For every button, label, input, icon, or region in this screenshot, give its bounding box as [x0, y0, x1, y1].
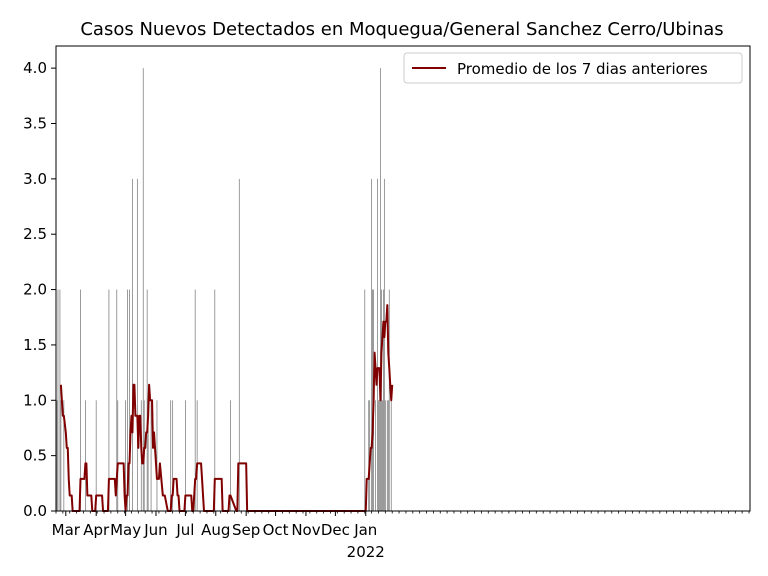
- x-tick-label: Nov: [291, 521, 320, 539]
- bar: [125, 400, 126, 511]
- bar: [380, 68, 381, 511]
- bar: [147, 400, 149, 511]
- plot-frame: [55, 45, 751, 512]
- bar: [238, 178, 240, 512]
- x-tick-label: Aug: [201, 521, 230, 539]
- x-tick-label: May: [110, 521, 141, 539]
- bar: [371, 178, 373, 512]
- x-tick-sublabel: 2022: [347, 543, 385, 561]
- x-tick-label: Oct: [263, 521, 289, 539]
- bar: [377, 178, 378, 512]
- y-tick-label: 2.5: [23, 225, 47, 243]
- bar: [379, 400, 380, 511]
- x-tick-label: Jan: [353, 521, 377, 539]
- series-line: [59, 304, 394, 512]
- bar: [136, 178, 138, 512]
- bar: [85, 400, 86, 511]
- bar: [368, 400, 370, 511]
- x-tick-label: Dec: [321, 521, 350, 539]
- y-tick-label: 0.0: [23, 502, 47, 520]
- bar: [95, 400, 97, 511]
- y-tick-label: 1.5: [23, 336, 47, 354]
- y-tick-label: 1.0: [23, 391, 47, 409]
- bar: [364, 289, 366, 511]
- legend: Promedio de los 7 dias anteriores: [403, 52, 743, 84]
- bar: [378, 400, 379, 511]
- x-tick-label: Sep: [232, 521, 260, 539]
- bar: [132, 178, 133, 512]
- bar: [194, 289, 196, 511]
- legend-box: [403, 52, 743, 84]
- bar: [56, 400, 58, 511]
- bar: [57, 289, 59, 511]
- bar: [60, 400, 62, 511]
- x-axis: Mar Apr May Jun Jul Aug Sep Oct Nov Dec Jan 2022: [52, 511, 750, 561]
- bar: [196, 400, 198, 511]
- bar: [129, 289, 130, 511]
- bar: [390, 400, 392, 511]
- bar: [127, 289, 128, 511]
- bar: [387, 400, 389, 511]
- bar: [108, 289, 110, 511]
- bar: [230, 400, 231, 511]
- bar: [214, 289, 216, 511]
- line-layer: [59, 304, 394, 512]
- x-tick-label: Apr: [83, 521, 110, 539]
- bar: [156, 400, 158, 511]
- bars-layer: [56, 68, 392, 512]
- chart-title: Casos Nuevos Detectados en Moquegua/Gene…: [80, 19, 723, 40]
- bar: [117, 400, 119, 511]
- bar: [63, 400, 65, 511]
- y-axis: 0.0 0.5 1.0 1.5 2.0 2.5 3.0 3.5 4.0: [23, 59, 56, 520]
- bar: [384, 400, 386, 511]
- bar: [80, 289, 81, 511]
- legend-label: Promedio de los 7 dias anteriores: [457, 60, 708, 78]
- x-tick-label: Mar: [52, 521, 81, 539]
- bar: [172, 400, 174, 511]
- bar: [383, 289, 384, 511]
- bar: [375, 400, 376, 511]
- bar: [59, 289, 61, 511]
- bar: [382, 400, 383, 511]
- y-tick-label: 3.5: [23, 115, 47, 133]
- bar: [142, 68, 144, 511]
- bar: [383, 178, 385, 512]
- y-tick-label: 0.5: [23, 447, 47, 465]
- x-tick-label: Jul: [175, 521, 194, 539]
- bar: [386, 400, 388, 511]
- bar: [170, 400, 172, 511]
- y-tick-label: 3.0: [23, 170, 47, 188]
- bar: [150, 400, 152, 511]
- bar: [116, 289, 118, 511]
- x-tick-label: Jun: [143, 521, 167, 539]
- y-tick-label: 4.0: [23, 59, 47, 77]
- bar: [388, 289, 390, 511]
- bar: [146, 289, 148, 511]
- bar: [185, 400, 186, 511]
- y-tick-label: 2.0: [23, 281, 47, 299]
